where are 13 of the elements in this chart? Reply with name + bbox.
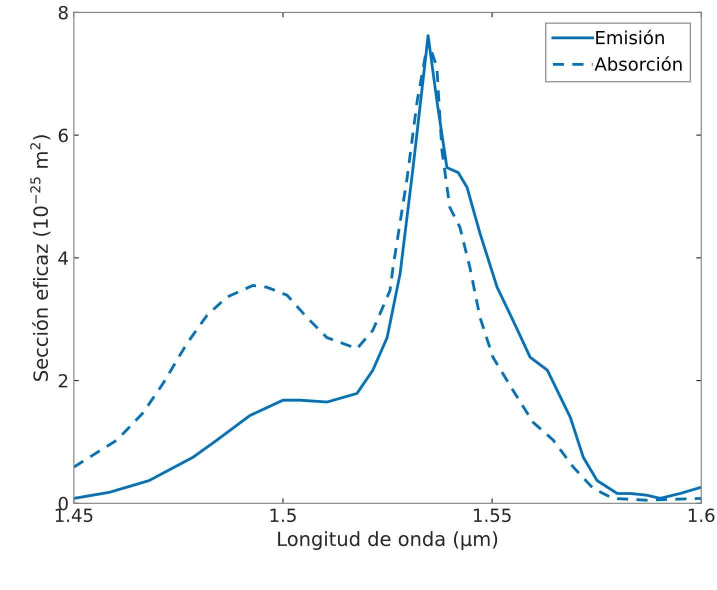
y-tick-label: 0	[58, 496, 68, 510]
x-axis-title: Longitud de onda (μm)	[278, 531, 498, 550]
y-tick-label: 6	[58, 128, 68, 142]
x-tick-label: 1.5	[270, 508, 296, 522]
y-axis-title: Sección eficaz (10$^{−25}$ m$^{2}$)	[30, 135, 50, 381]
y-tick-label: 8	[58, 6, 68, 20]
x-tick-label: 1.6	[688, 508, 714, 522]
legend-label: Absorción	[594, 56, 682, 71]
x-tick-label: 1.45	[56, 508, 92, 522]
y-tick-label: 2	[58, 374, 68, 388]
legend-label: Emisión	[596, 30, 664, 44]
y-tick-label: 4	[58, 252, 68, 265]
x-tick-label: 1.55	[474, 508, 511, 522]
